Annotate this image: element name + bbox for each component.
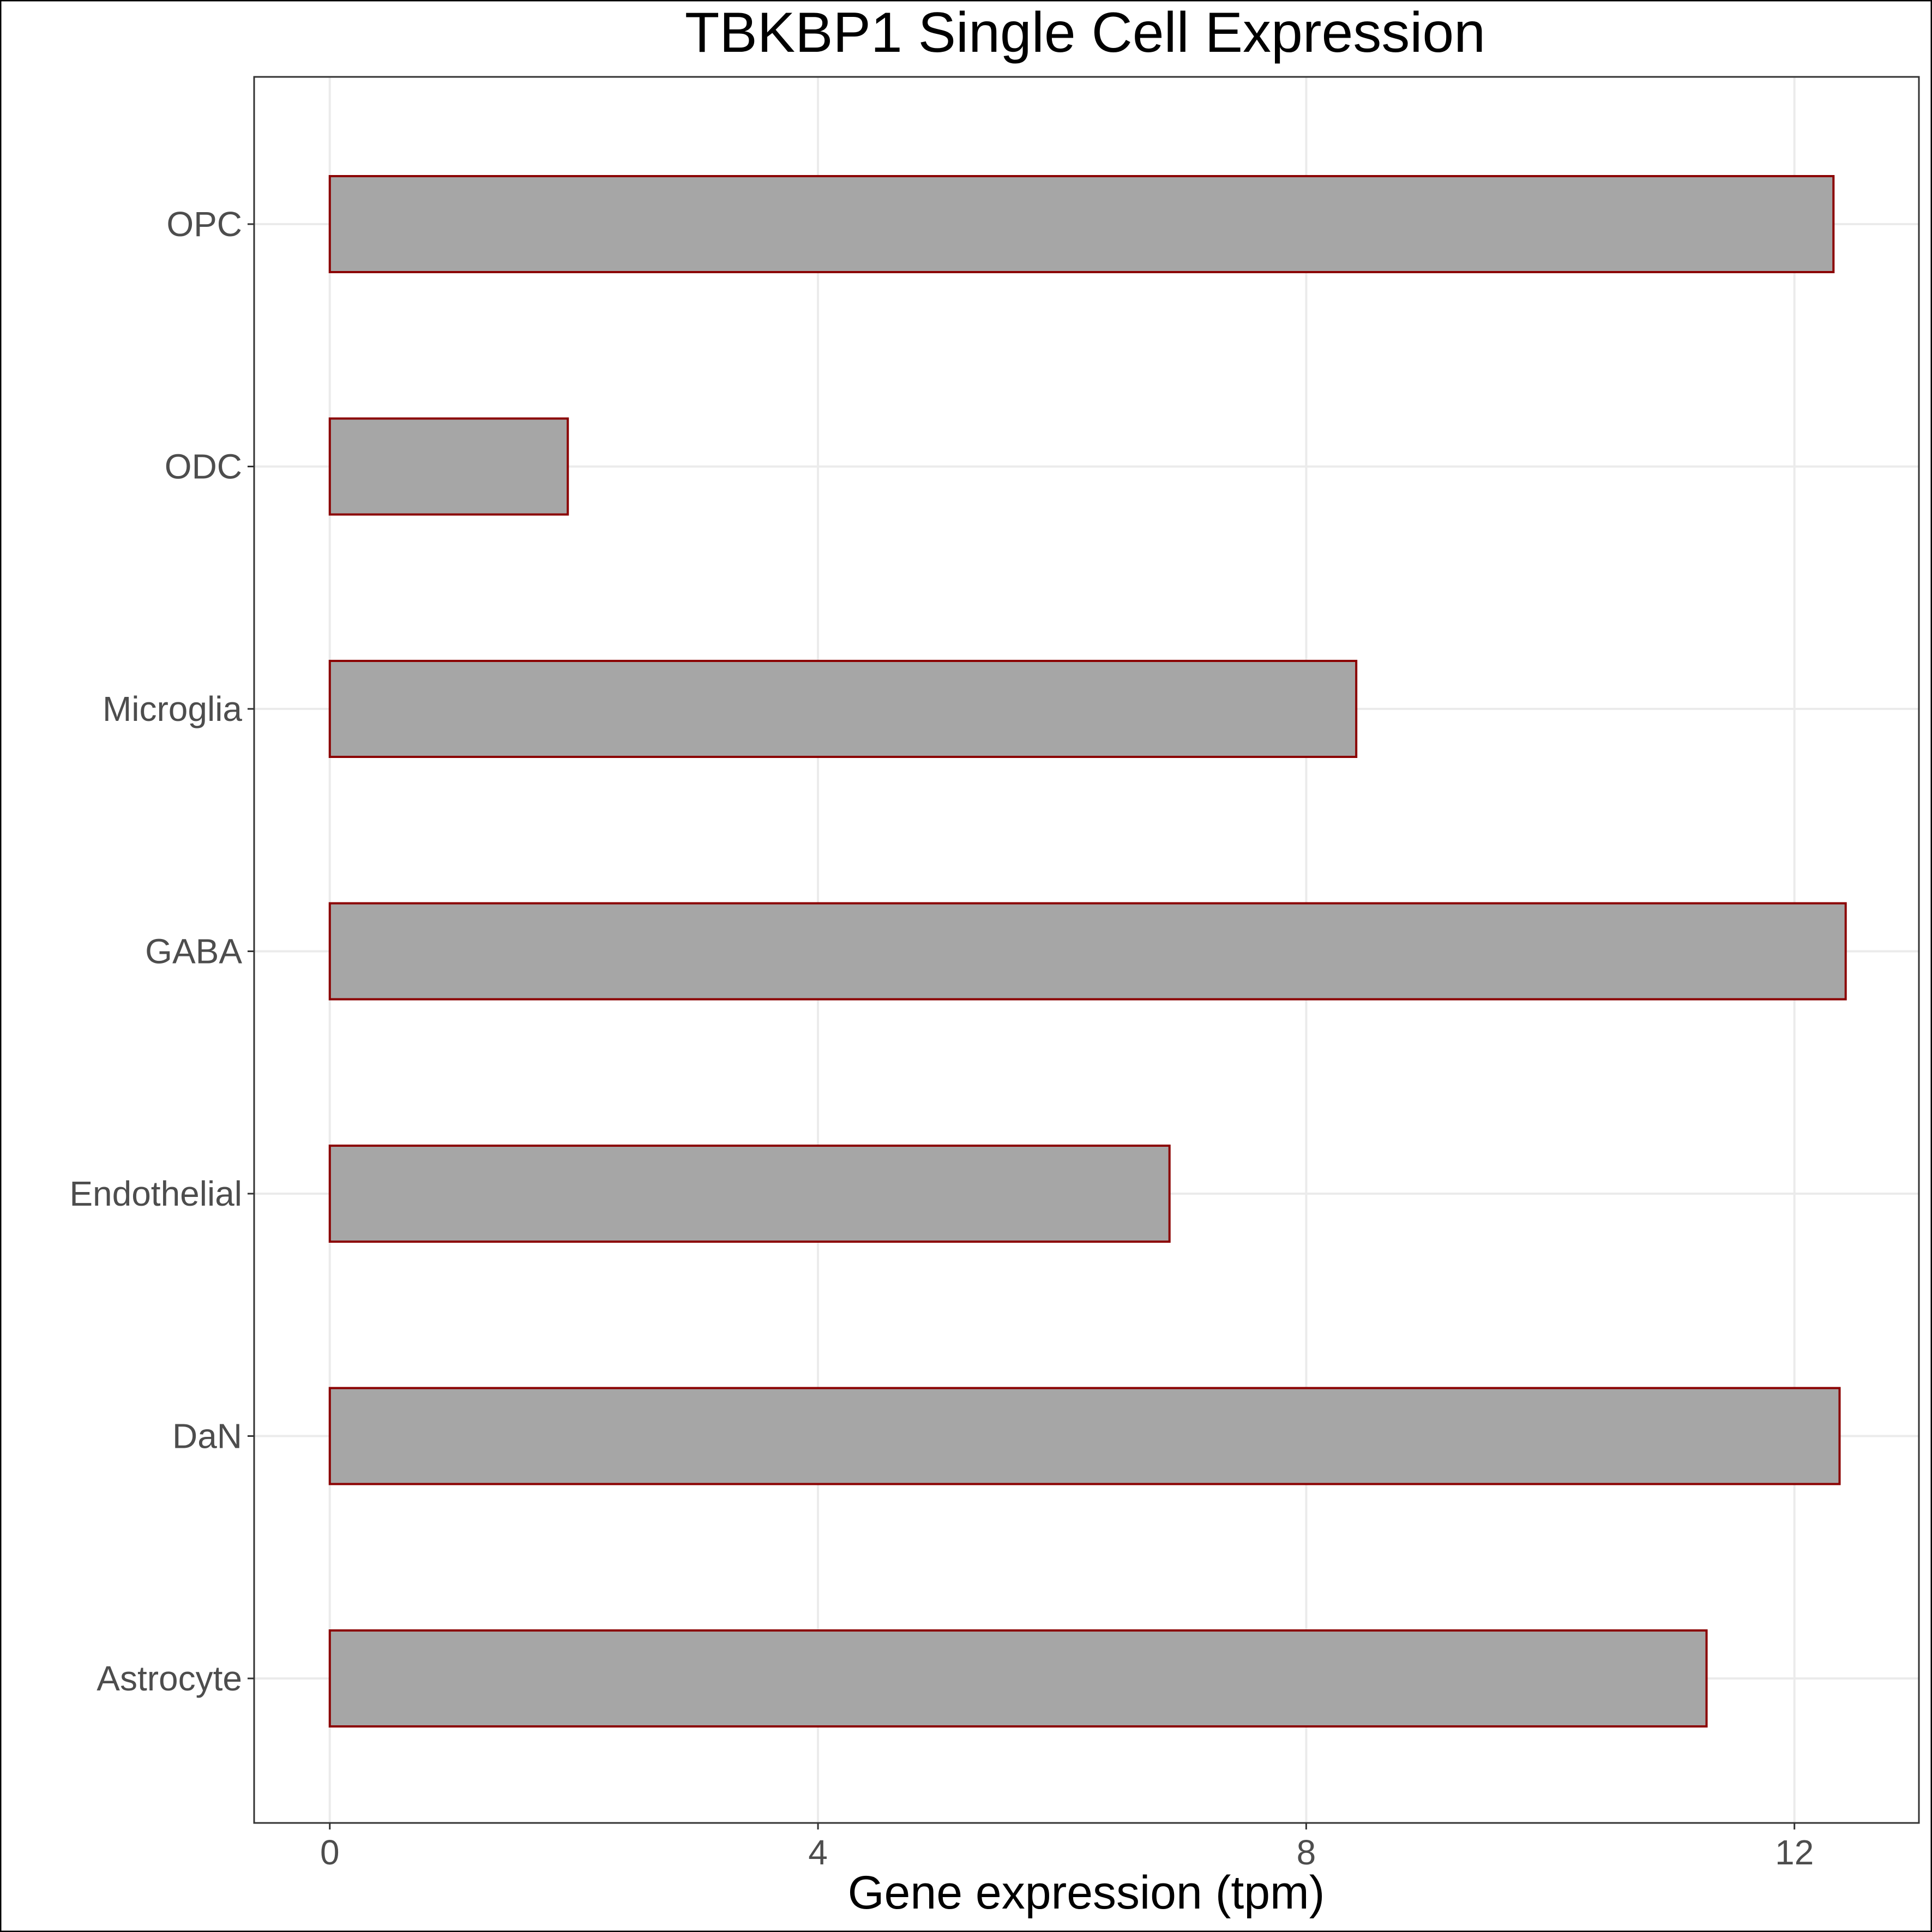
bar-opc <box>328 175 1835 273</box>
y-tick-label-endothelial: Endothelial <box>69 1174 242 1213</box>
y-tick-label-microglia: Microglia <box>103 689 242 729</box>
bar-odc <box>328 417 569 516</box>
y-tick-label-gaba: GABA <box>145 932 242 971</box>
bar-microglia <box>328 660 1358 758</box>
x-tick-label: 4 <box>808 1833 828 1872</box>
chart-title: TBKBP1 Single Cell Expression <box>685 1 1485 64</box>
x-tick-label: 0 <box>320 1833 340 1872</box>
panel-border <box>253 76 1920 1824</box>
bar-layer <box>328 175 1847 1728</box>
y-tick-layer: Astrocyte DaN Endothelial GABA Microglia ODC O… <box>69 204 254 1698</box>
y-tick-label-odc: ODC <box>165 447 242 486</box>
y-tick-label-opc: OPC <box>166 204 242 244</box>
bar-astrocyte <box>328 1629 1708 1728</box>
y-tick-label-astrocyte: Astrocyte <box>97 1659 242 1698</box>
x-tick-label: 12 <box>1775 1833 1814 1872</box>
bar-gaba <box>328 902 1847 1001</box>
bar-dan <box>328 1387 1841 1485</box>
x-tick-label: 8 <box>1297 1833 1316 1872</box>
bar-endothelial <box>328 1145 1171 1243</box>
x-tick-layer: 0 4 8 12 <box>320 1823 1814 1872</box>
x-axis-title: Gene expression (tpm) <box>848 1867 1325 1919</box>
y-tick-label-dan: DaN <box>172 1417 242 1456</box>
